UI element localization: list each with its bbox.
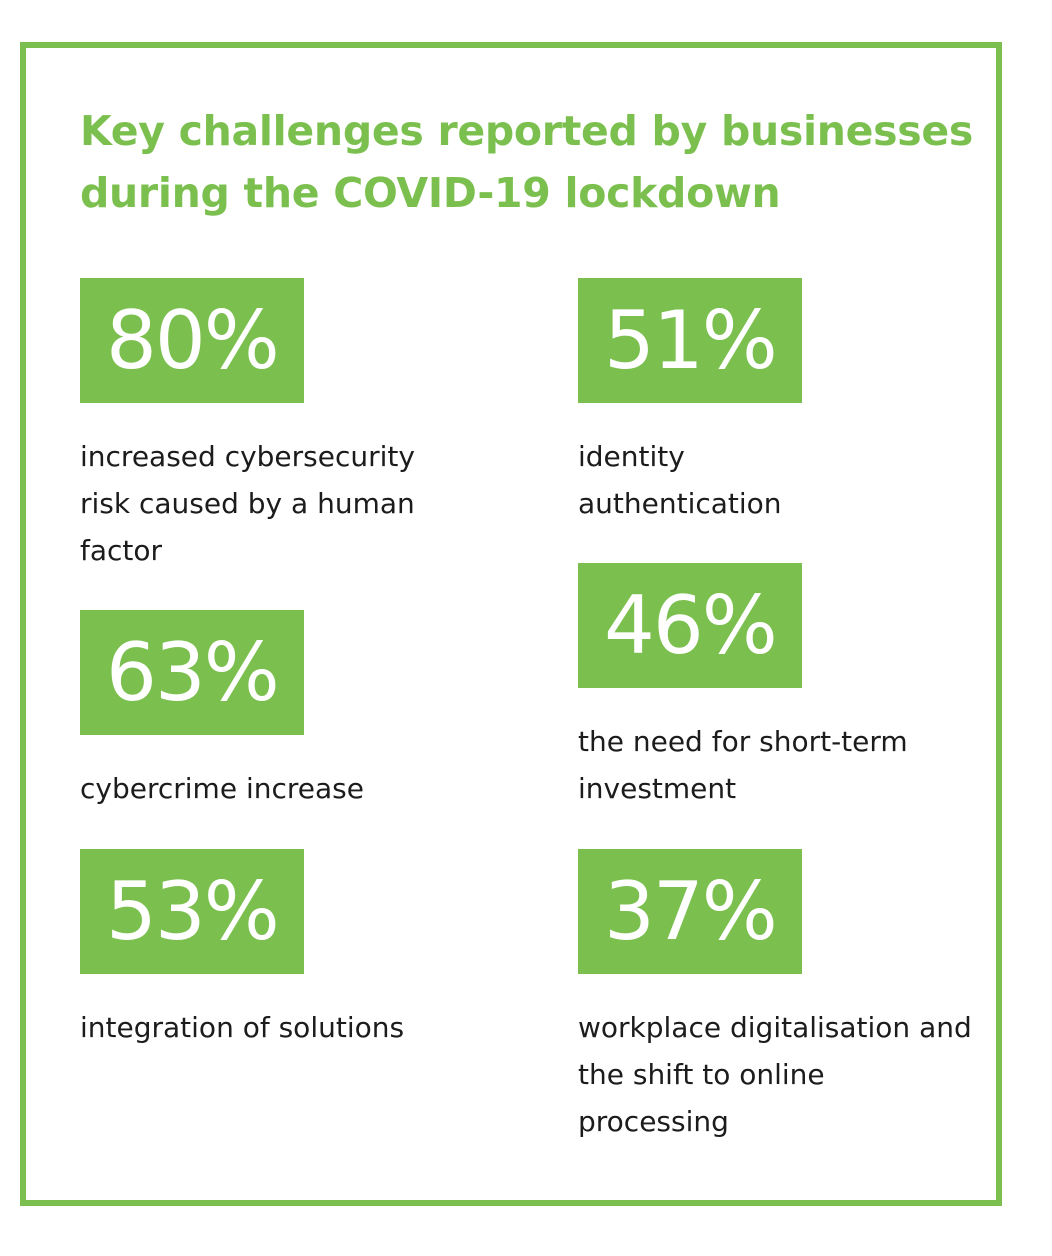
stat-block-identity-authentication: 51% identity authentication bbox=[578, 278, 838, 527]
stat-description: increased cybersecurity risk caused by a… bbox=[80, 440, 415, 567]
stat-block-integration-of-solutions: 53% integration of solutions bbox=[80, 849, 460, 1051]
stat-block-human-factor: 80% increased cybersecurity risk caused … bbox=[80, 278, 460, 574]
page-title: Key challenges reported by businesses du… bbox=[80, 107, 974, 217]
stat-block-workplace-digitalisation: 37% workplace digitalisation and the shi… bbox=[578, 849, 978, 1145]
infographic-frame bbox=[20, 42, 1002, 1206]
stat-value-badge: 37% bbox=[578, 849, 802, 974]
stat-description: integration of solutions bbox=[80, 1011, 405, 1044]
stat-description: identity authentication bbox=[578, 440, 782, 520]
stat-value-badge: 51% bbox=[578, 278, 802, 403]
stat-description: workplace digitalisation and the shift t… bbox=[578, 1011, 972, 1138]
stat-block-short-term-investment: 46% the need for short-term investment bbox=[578, 563, 978, 812]
stat-description: cybercrime increase bbox=[80, 772, 364, 805]
stat-value-badge: 46% bbox=[578, 563, 802, 688]
stat-block-cybercrime-increase: 63% cybercrime increase bbox=[80, 610, 460, 812]
stat-value-badge: 80% bbox=[80, 278, 304, 403]
stat-value-badge: 63% bbox=[80, 610, 304, 735]
stat-value-badge: 53% bbox=[80, 849, 304, 974]
stat-description: the need for short-term investment bbox=[578, 725, 908, 805]
